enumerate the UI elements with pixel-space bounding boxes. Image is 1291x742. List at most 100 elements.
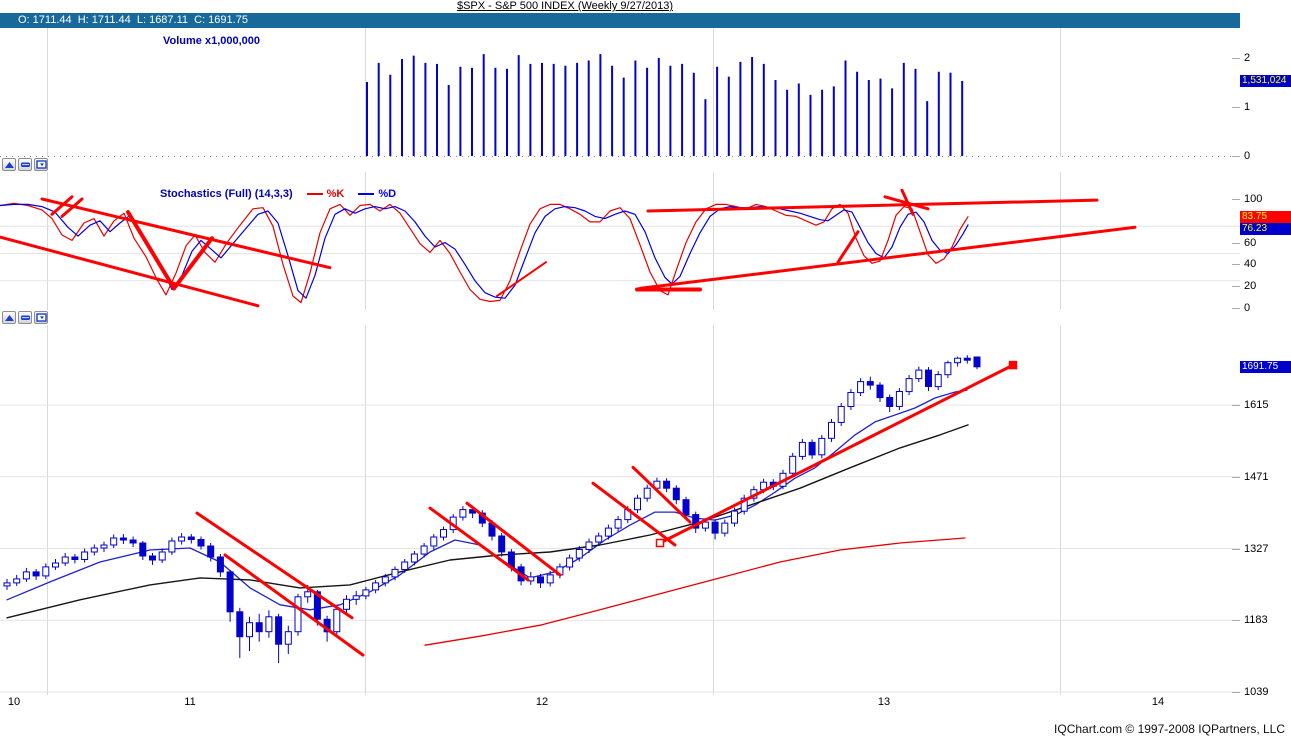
drawn-trendline[interactable] — [646, 198, 1099, 213]
candle-up — [352, 595, 360, 600]
drawn-trendline[interactable] — [900, 188, 915, 216]
candle-up — [362, 589, 370, 597]
candle-up — [915, 369, 923, 380]
candle-down — [537, 576, 544, 584]
y-axis-tick-mark — [1232, 692, 1240, 693]
drawn-trendline[interactable] — [496, 261, 547, 297]
maximize-panel-icon — [4, 315, 14, 321]
x-axis-tick-label: 13 — [877, 696, 891, 708]
candle-up — [895, 391, 903, 407]
last-price-badge: 1691.75 — [1240, 360, 1291, 373]
drawn-trendline[interactable] — [631, 465, 692, 524]
candle-up — [944, 362, 952, 376]
y-axis-tick-label: 0 — [1244, 302, 1251, 314]
candle-up — [643, 487, 651, 499]
drawn-trendline[interactable] — [0, 235, 260, 308]
candle-up — [304, 591, 312, 598]
collapse-panel-icon — [20, 162, 30, 167]
panel-menu-icon — [35, 313, 47, 322]
drawn-trendline[interactable] — [195, 511, 354, 620]
y-axis-tick-label: 1615 — [1244, 399, 1269, 411]
drawn-trendline[interactable] — [223, 553, 365, 657]
candle-up — [701, 521, 709, 529]
candle-up — [857, 381, 865, 394]
y-axis-tick-mark — [1232, 476, 1240, 478]
candle-down — [275, 616, 283, 645]
collapse-panel-button[interactable] — [18, 311, 32, 324]
stochastics-label: Stochastics (Full) (14,3,3) — [160, 188, 293, 200]
candle-up — [3, 582, 11, 587]
maximize-panel-button[interactable] — [2, 311, 16, 324]
candle-down — [71, 556, 79, 560]
candle-up — [430, 536, 438, 547]
candle-up — [410, 553, 418, 563]
y-axis-tick-mark — [1232, 548, 1240, 550]
volume-panel-chart[interactable] — [0, 28, 1240, 157]
drawn-trendline[interactable] — [172, 236, 214, 291]
y-axis-tick-mark — [1232, 156, 1240, 157]
stochastics-legend: Stochastics (Full) (14,3,3) %K %D — [160, 188, 396, 200]
x-axis-tick-label: 11 — [184, 696, 196, 708]
maximize-panel-button[interactable] — [2, 158, 16, 171]
candle-up — [798, 441, 806, 457]
candle-down — [207, 545, 215, 558]
candle-down — [963, 357, 971, 361]
volume-label: Volume x1,000,000 — [163, 35, 261, 47]
candle-up — [110, 537, 118, 546]
drawn-trendline[interactable] — [465, 501, 562, 577]
candle-up — [934, 374, 942, 388]
collapse-panel-button[interactable] — [18, 158, 32, 171]
candle-up — [168, 540, 176, 553]
candle-down — [236, 611, 244, 638]
candle-down — [808, 441, 816, 456]
candle-up — [246, 622, 253, 638]
candle-up — [546, 574, 554, 584]
y-axis-tick-label: 1039 — [1244, 686, 1269, 698]
panel-menu-button[interactable] — [34, 158, 48, 171]
ohlc-readout: O: 1711.44 H: 1711.44 L: 1687.11 C: 1691… — [0, 13, 1291, 28]
drawn-trendline[interactable] — [126, 210, 176, 291]
collapse-panel-icon — [20, 315, 30, 320]
y-axis-tick-label: 1 — [1244, 101, 1251, 113]
candle-down — [255, 622, 263, 633]
drawn-trendline[interactable] — [658, 363, 1015, 545]
trendline-handle[interactable] — [1008, 360, 1018, 370]
drawn-trendline[interactable] — [428, 506, 530, 582]
candle-up — [954, 357, 962, 364]
price-panel-chart[interactable] — [0, 325, 1240, 695]
candle-up — [22, 571, 30, 580]
y-axis-tick-mark — [1232, 620, 1240, 622]
candle-up — [13, 578, 21, 584]
candle-up — [721, 522, 729, 534]
candle-up — [828, 421, 835, 439]
y-axis-tick-label: 1471 — [1244, 470, 1269, 483]
panel-menu-button[interactable] — [34, 311, 48, 324]
series-line — [6, 424, 969, 619]
candle-down — [866, 381, 874, 386]
drawn-trendline[interactable] — [50, 195, 74, 216]
y-axis-tick-label: 100 — [1244, 193, 1263, 205]
candle-up — [595, 535, 603, 543]
candle-down — [149, 555, 156, 561]
chart-title: $SPX - S&P 500 INDEX (Weekly 9/27/2013) — [456, 0, 674, 12]
stochastics-panel-chart[interactable] — [0, 172, 1240, 310]
candle-down — [313, 591, 321, 620]
candle-up — [178, 536, 186, 542]
drawn-trendline[interactable] — [60, 197, 84, 218]
d-line-swatch-icon — [358, 193, 375, 195]
series-line — [424, 537, 966, 646]
drawn-trendline[interactable] — [40, 197, 332, 270]
y-axis-tick-mark — [1232, 242, 1240, 244]
candle-up — [789, 455, 797, 474]
y-axis-tick-label: 1183 — [1244, 614, 1268, 627]
trendline-handle[interactable] — [655, 538, 665, 548]
x-axis-tick-label: 14 — [1151, 696, 1165, 708]
candle-up — [740, 497, 748, 512]
legend-item-k: %K — [306, 188, 344, 200]
panel-menu-icon — [35, 160, 47, 169]
candle-down — [682, 499, 690, 516]
drawn-trendline[interactable] — [836, 230, 860, 264]
drawn-trendline[interactable] — [591, 481, 677, 547]
drawn-trendline[interactable] — [638, 225, 1137, 290]
maximize-panel-icon — [4, 162, 14, 168]
